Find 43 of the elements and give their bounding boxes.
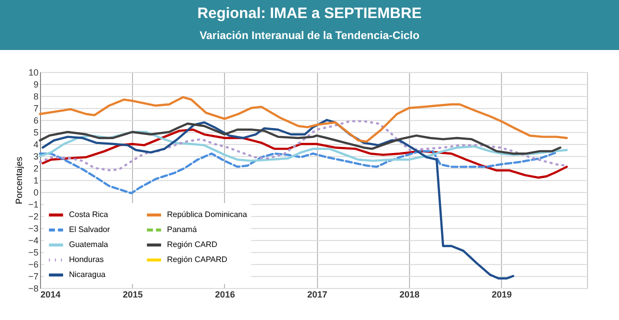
x-tick-label: 2019	[492, 290, 512, 300]
y-axis-title: Porcentajes	[14, 156, 24, 204]
y-tick-label: 7	[33, 104, 38, 114]
line-series	[38, 130, 568, 162]
legend-label: Nicaragua	[69, 270, 106, 279]
y-tick-label: 1	[33, 176, 38, 186]
x-tick-label: 2017	[307, 290, 328, 300]
legend-label: Costa Rica	[69, 210, 109, 219]
y-tick-label: −5	[28, 248, 38, 258]
y-tick-label: −7	[28, 272, 38, 282]
y-tick-label: −4	[28, 236, 38, 246]
chart-title: Regional: IMAE a SEPTIEMBRE	[196, 4, 423, 22]
y-tick-label: −1	[28, 200, 38, 210]
legend-label: Región CAPARD	[167, 255, 228, 264]
y-tick-label: −8	[28, 284, 38, 294]
y-tick-label: 10	[28, 68, 38, 78]
y-tick-label: −3	[28, 224, 38, 234]
y-tick-label: 5	[33, 128, 38, 138]
y-tick-label: 6	[33, 116, 38, 126]
x-tick-label: 2016	[214, 290, 235, 300]
y-tick-label: 3	[33, 152, 38, 162]
line-series	[38, 96, 568, 143]
y-tick-label: −6	[28, 260, 38, 270]
chart-subtitle: Variación Interanual de la Tendencia-Ciclo	[198, 29, 420, 42]
line-series	[42, 128, 568, 179]
y-tick-label: 0	[33, 188, 38, 198]
line-series	[38, 122, 562, 155]
line-series	[42, 118, 514, 280]
line-series	[38, 150, 558, 194]
y-tick-label: 4	[33, 140, 38, 150]
legend-label: Panamá	[167, 225, 198, 234]
x-tick-label: 2014	[40, 290, 61, 300]
legend-label: Región CARD	[167, 240, 218, 249]
y-tick-label: 8	[33, 92, 38, 102]
legend-label: República Dominicana	[167, 210, 248, 219]
legend-label: Guatemala	[69, 240, 109, 249]
x-tick-label: 2015	[122, 290, 143, 300]
y-tick-label: 2	[33, 164, 38, 174]
y-tick-label: 9	[33, 80, 38, 90]
x-tick-label: 2018	[399, 290, 420, 300]
y-tick-label: −2	[28, 212, 38, 222]
legend-label: El Salvador	[69, 225, 110, 234]
legend-label: Honduras	[69, 255, 104, 264]
